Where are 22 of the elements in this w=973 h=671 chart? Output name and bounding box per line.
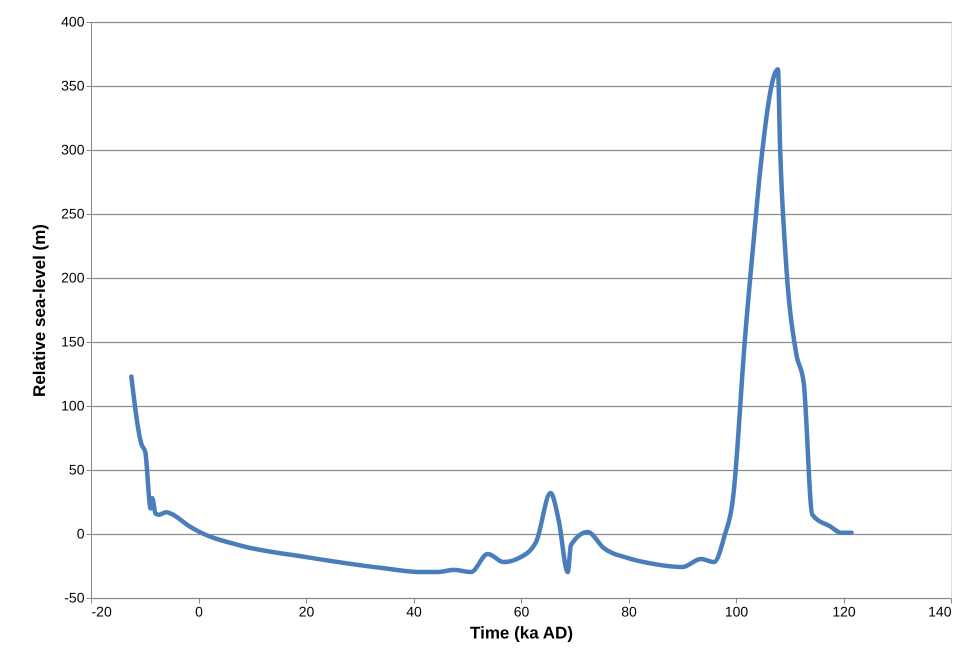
y-tick-label: -50 — [64, 590, 85, 606]
x-tick-label: 100 — [724, 604, 748, 620]
y-tick-label: 300 — [61, 142, 85, 158]
x-tick-label: 40 — [406, 604, 422, 620]
x-tick-label: 120 — [832, 604, 856, 620]
x-axis-title: Time (ka AD) — [470, 624, 573, 642]
line-series — [129, 67, 854, 574]
y-tick-label: 100 — [61, 398, 85, 414]
y-tick-label: 400 — [61, 14, 85, 30]
x-tick-label: 20 — [298, 604, 314, 620]
x-tick-label: 140 — [928, 604, 952, 620]
y-axis-title: Relative sea-level (m) — [30, 224, 50, 397]
y-tick-label: 200 — [61, 270, 85, 286]
y-tick-label: 350 — [61, 78, 85, 94]
x-tick-label: 0 — [195, 604, 204, 620]
x-tick-label: 60 — [514, 604, 530, 620]
y-tick-label: 0 — [76, 526, 85, 542]
x-tick-label: -20 — [92, 604, 112, 620]
y-tick-label: 250 — [61, 206, 85, 222]
x-tick-label: 80 — [621, 604, 637, 620]
y-tick-label: 50 — [68, 462, 85, 478]
y-tick-label: 150 — [61, 334, 85, 350]
